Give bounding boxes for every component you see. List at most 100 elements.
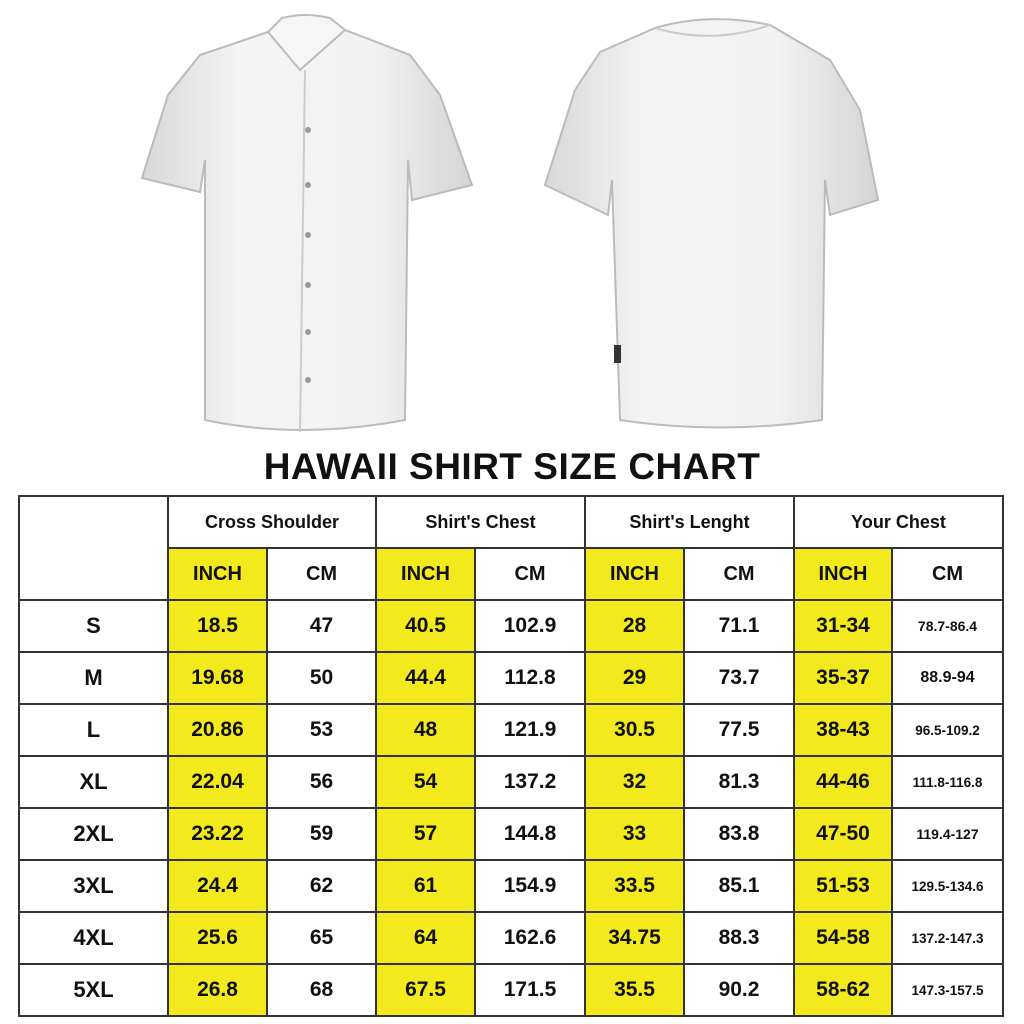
unit-header: INCH bbox=[793, 547, 893, 601]
unit-header: INCH bbox=[375, 547, 476, 601]
table-cell: 54-58 bbox=[793, 911, 893, 965]
table-cell: 28 bbox=[584, 599, 685, 653]
table-cell: 154.9 bbox=[474, 859, 586, 913]
table-cell: 171.5 bbox=[474, 963, 586, 1017]
table-cell: 144.8 bbox=[474, 807, 586, 861]
table-cell: 121.9 bbox=[474, 703, 586, 757]
table-cell: 29 bbox=[584, 651, 685, 705]
table-cell: 33.5 bbox=[584, 859, 685, 913]
table-cell: 71.1 bbox=[683, 599, 795, 653]
table-cell: 58-62 bbox=[793, 963, 893, 1017]
unit-header: CM bbox=[474, 547, 586, 601]
size-label: S bbox=[18, 599, 169, 653]
table-cell: 32 bbox=[584, 755, 685, 809]
table-cell: 33 bbox=[584, 807, 685, 861]
table-cell: 48 bbox=[375, 703, 476, 757]
table-cell: 51-53 bbox=[793, 859, 893, 913]
table-cell: 83.8 bbox=[683, 807, 795, 861]
table-cell: 64 bbox=[375, 911, 476, 965]
table-cell: 35-37 bbox=[793, 651, 893, 705]
table-cell: 59 bbox=[266, 807, 377, 861]
table-cell: 85.1 bbox=[683, 859, 795, 913]
table-row: 2XL 23.22 59 57 144.8 33 83.8 47-50 119.4-127 bbox=[18, 807, 1004, 861]
table-cell: 147.3-157.5 bbox=[891, 963, 1004, 1017]
group-header: Your Chest bbox=[793, 495, 1004, 549]
table-cell: 35.5 bbox=[584, 963, 685, 1017]
table-row: S 18.5 47 40.5 102.9 28 71.1 31-34 78.7-86.4 bbox=[18, 599, 1004, 653]
table-cell: 34.75 bbox=[584, 911, 685, 965]
unit-header: CM bbox=[891, 547, 1004, 601]
size-label: M bbox=[18, 651, 169, 705]
table-row: 5XL 26.8 68 67.5 171.5 35.5 90.2 58-62 147.3-157… bbox=[18, 963, 1004, 1017]
group-header: Cross Shoulder bbox=[167, 495, 377, 549]
table-cell: 38-43 bbox=[793, 703, 893, 757]
group-header: Shirt's Lenght bbox=[584, 495, 795, 549]
size-label: L bbox=[18, 703, 169, 757]
table-cell: 53 bbox=[266, 703, 377, 757]
table-cell: 47-50 bbox=[793, 807, 893, 861]
table-cell: 137.2 bbox=[474, 755, 586, 809]
table-cell: 81.3 bbox=[683, 755, 795, 809]
unit-header: INCH bbox=[584, 547, 685, 601]
table-cell: 77.5 bbox=[683, 703, 795, 757]
unit-header: CM bbox=[266, 547, 377, 601]
table-cell: 88.3 bbox=[683, 911, 795, 965]
table-cell: 137.2-147.3 bbox=[891, 911, 1004, 965]
table-cell: 20.86 bbox=[167, 703, 268, 757]
table-cell: 90.2 bbox=[683, 963, 795, 1017]
table-cell: 112.8 bbox=[474, 651, 586, 705]
table-cell: 22.04 bbox=[167, 755, 268, 809]
table-cell: 162.6 bbox=[474, 911, 586, 965]
table-cell: 68 bbox=[266, 963, 377, 1017]
table-cell: 25.6 bbox=[167, 911, 268, 965]
shirt-back-image bbox=[543, 18, 880, 429]
table-cell: 129.5-134.6 bbox=[891, 859, 1004, 913]
table-cell: 61 bbox=[375, 859, 476, 913]
table-row: 4XL 25.6 65 64 162.6 34.75 88.3 54-58 137.2-147.… bbox=[18, 911, 1004, 965]
table-cell: 44-46 bbox=[793, 755, 893, 809]
table-cell: 23.22 bbox=[167, 807, 268, 861]
size-chart-table: Cross Shoulder Shirt's Chest Shirt's Lengh… bbox=[18, 495, 1004, 1017]
table-cell: 19.68 bbox=[167, 651, 268, 705]
table-cell: 78.7-86.4 bbox=[891, 599, 1004, 653]
table-cell: 57 bbox=[375, 807, 476, 861]
group-header-row: Cross Shoulder Shirt's Chest Shirt's Lengh… bbox=[18, 495, 1004, 601]
shirt-front-image bbox=[140, 14, 474, 433]
unit-header: INCH bbox=[167, 547, 268, 601]
table-cell: 26.8 bbox=[167, 963, 268, 1017]
table-cell: 111.8-116.8 bbox=[891, 755, 1004, 809]
table-cell: 24.4 bbox=[167, 859, 268, 913]
size-label: XL bbox=[18, 755, 169, 809]
table-row: M 19.68 50 44.4 112.8 29 73.7 35-37 88.9-94 bbox=[18, 651, 1004, 705]
table-cell: 102.9 bbox=[474, 599, 586, 653]
group-header: Shirt's Chest bbox=[375, 495, 586, 549]
table-cell: 50 bbox=[266, 651, 377, 705]
table-cell: 47 bbox=[266, 599, 377, 653]
size-label: 3XL bbox=[18, 859, 169, 913]
unit-header: CM bbox=[683, 547, 795, 601]
table-cell: 30.5 bbox=[584, 703, 685, 757]
table-cell: 96.5-109.2 bbox=[891, 703, 1004, 757]
table-cell: 31-34 bbox=[793, 599, 893, 653]
table-cell: 65 bbox=[266, 911, 377, 965]
size-label: 5XL bbox=[18, 963, 169, 1017]
table-cell: 62 bbox=[266, 859, 377, 913]
table-cell: 56 bbox=[266, 755, 377, 809]
table-row: XL 22.04 56 54 137.2 32 81.3 44-46 111.8-116.8 bbox=[18, 755, 1004, 809]
unit-header-row: INCH CM INCH CM INCH CM INCH CM bbox=[19, 547, 1004, 601]
table-cell: 54 bbox=[375, 755, 476, 809]
table-cell: 44.4 bbox=[375, 651, 476, 705]
table-row: L 20.86 53 48 121.9 30.5 77.5 38-43 96.5-109.2 bbox=[18, 703, 1004, 757]
table-cell: 40.5 bbox=[375, 599, 476, 653]
table-row: 3XL 24.4 62 61 154.9 33.5 85.1 51-53 129.5-134.6 bbox=[18, 859, 1004, 913]
table-cell: 73.7 bbox=[683, 651, 795, 705]
page-title: HAWAII SHIRT SIZE CHART bbox=[263, 446, 761, 487]
table-cell: 67.5 bbox=[375, 963, 476, 1017]
size-label: 2XL bbox=[18, 807, 169, 861]
shirt-images bbox=[140, 14, 880, 433]
table-cell: 18.5 bbox=[167, 599, 268, 653]
table-cell: 119.4-127 bbox=[891, 807, 1004, 861]
size-label: 4XL bbox=[18, 911, 169, 965]
corner-cell bbox=[18, 495, 169, 601]
table-cell: 88.9-94 bbox=[891, 651, 1004, 705]
